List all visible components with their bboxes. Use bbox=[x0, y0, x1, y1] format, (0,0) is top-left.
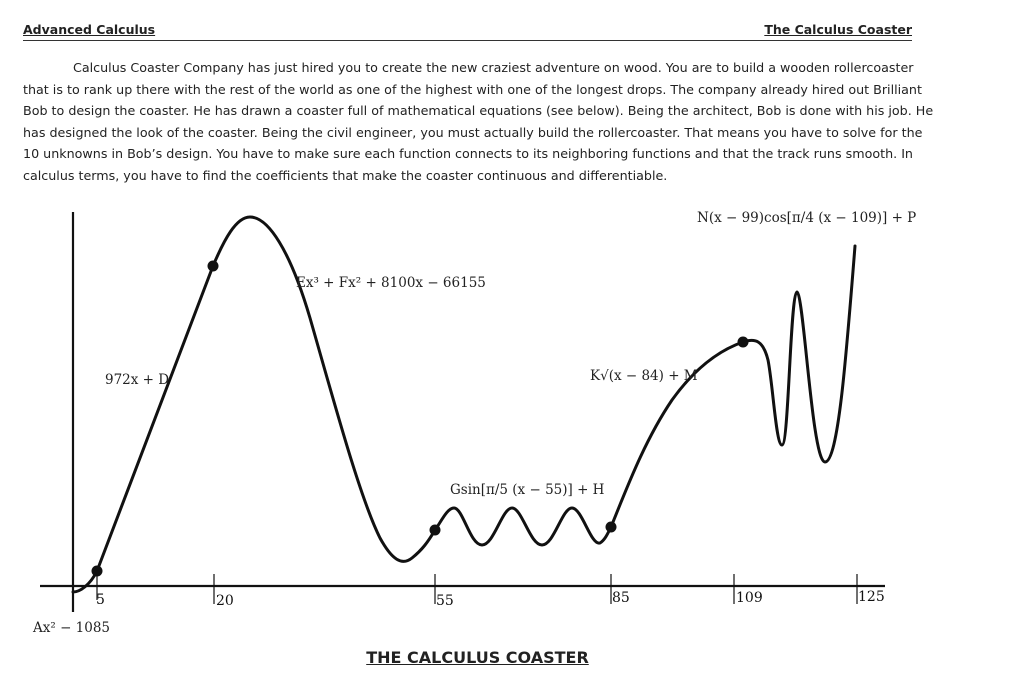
joint-point-x85 bbox=[605, 521, 617, 533]
equation-sine: Gsin[π/5 (x − 55)] + H bbox=[450, 482, 605, 498]
tick-label-85: 85 bbox=[612, 590, 630, 606]
tick-label-55: 55 bbox=[436, 593, 454, 609]
page-header: Advanced Calculus The Calculus Coaster bbox=[23, 22, 912, 41]
joint-point-x20 bbox=[207, 260, 219, 272]
tick-label-125: 125 bbox=[858, 589, 885, 605]
diagram-title: THE CALCULUS COASTER bbox=[366, 648, 589, 667]
project-title: The Calculus Coaster bbox=[764, 22, 912, 37]
joint-point-x109 bbox=[737, 336, 749, 348]
tick-label-5: 5 bbox=[96, 592, 105, 608]
x-ticks bbox=[96, 574, 858, 604]
equation-cubic: Ex³ + Fx² + 8100x − 66155 bbox=[296, 275, 486, 291]
tick-label-109: 109 bbox=[736, 590, 763, 606]
coaster-track bbox=[71, 215, 857, 594]
equation-sqrt: K√(x − 84) + M bbox=[590, 368, 698, 384]
equation-cosine: N(x − 99)cos[π/4 (x − 109)] + P bbox=[697, 210, 916, 226]
equation-quadratic: Ax² − 1085 bbox=[32, 620, 110, 636]
equation-linear: 972x + D bbox=[105, 372, 169, 388]
tick-label-20: 20 bbox=[216, 593, 234, 609]
course-title: Advanced Calculus bbox=[23, 22, 156, 37]
intro-paragraph: Calculus Coaster Company has just hired … bbox=[23, 60, 934, 183]
joint-point-x55 bbox=[429, 524, 441, 536]
joint-point-x5 bbox=[91, 565, 103, 577]
